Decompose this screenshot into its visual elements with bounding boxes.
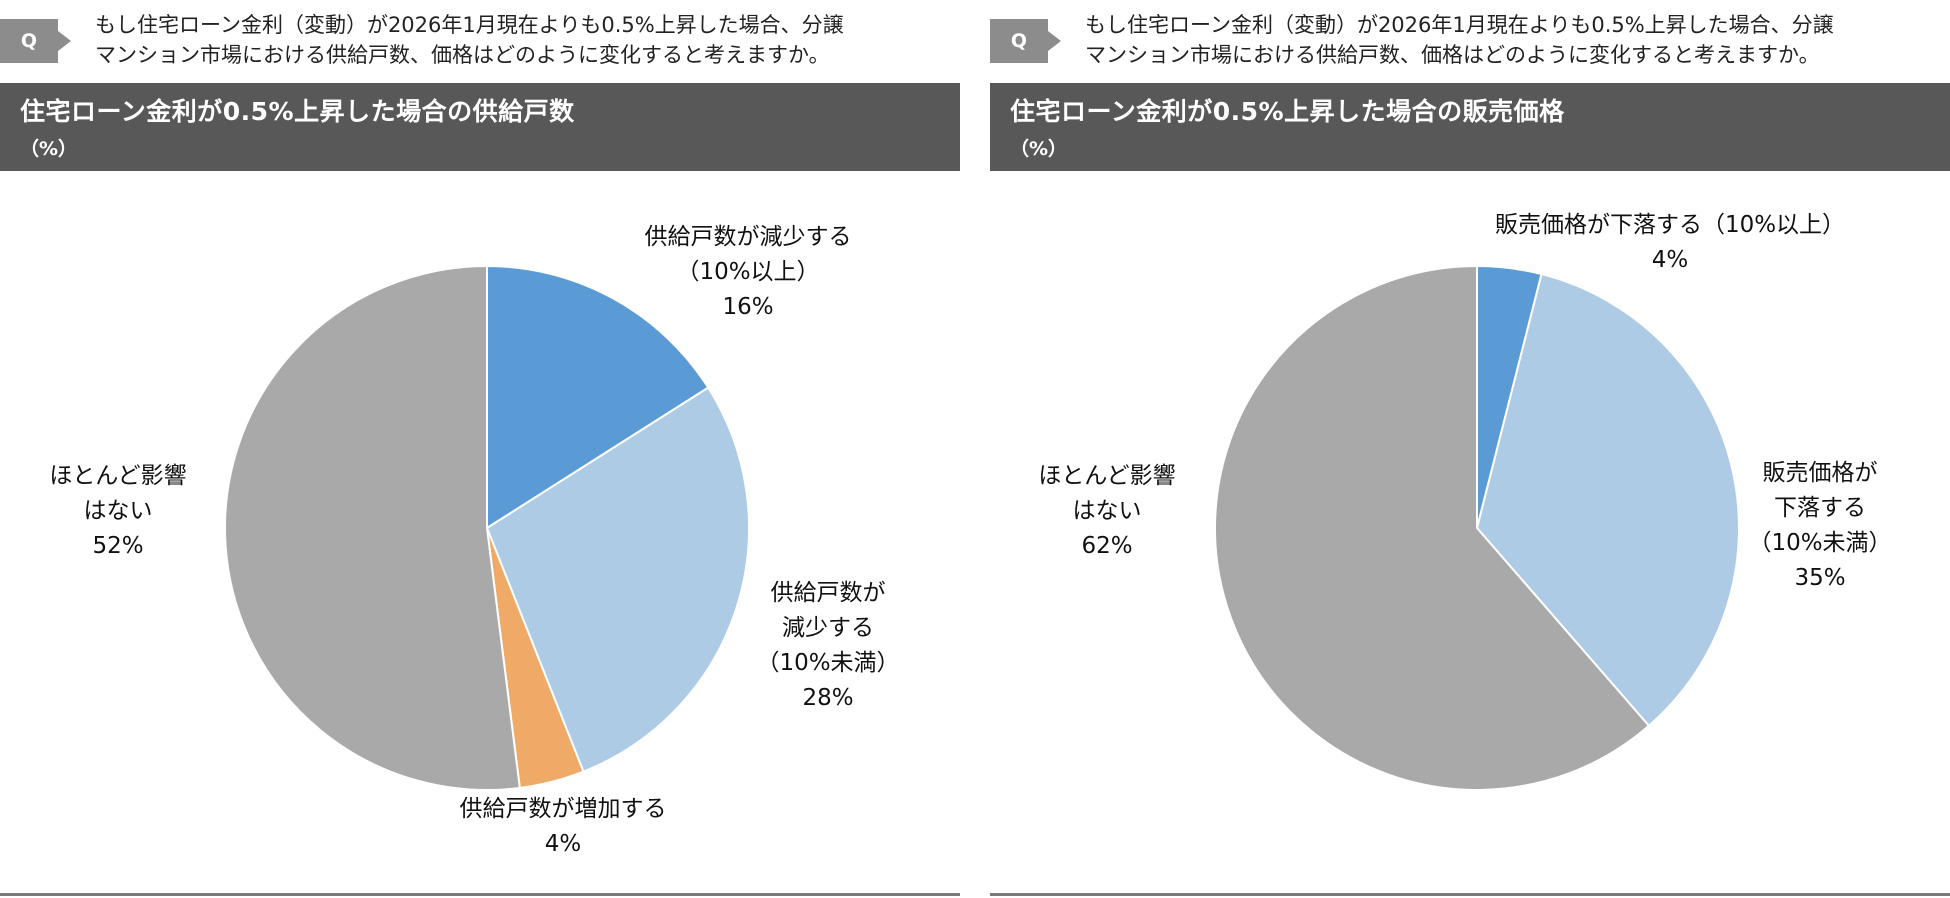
slice-category-label: ほとんど影響: [49, 463, 186, 489]
chart-unit: （%）: [20, 138, 78, 160]
question-badge-label: Q: [990, 19, 1048, 63]
pie-slice: [224, 264, 521, 791]
pie-slice: [1475, 272, 1740, 728]
slice-category-label: 供給戸数が: [771, 580, 886, 606]
slice-value-label: 35%: [1794, 565, 1845, 591]
question-badge: Q: [990, 19, 1061, 63]
bottom-divider: [0, 893, 960, 896]
question-badge-arrow-icon: [58, 31, 71, 51]
slice-value-label: 52%: [92, 533, 143, 559]
slice-label: 供給戸数が増加する 4%: [460, 796, 667, 857]
pie-slice: [485, 386, 750, 773]
slice-category-label: （10%以上）: [676, 259, 819, 285]
slice-category-label: 販売価格が下落する（10%以上）: [1495, 212, 1845, 238]
slice-category-label: はない: [1073, 498, 1142, 524]
slice-category-label: はない: [84, 498, 153, 524]
question-text: もし住宅ローン金利（変動）が2026年1月現在よりも0.5%上昇した場合、分譲 …: [1085, 13, 1834, 67]
chart-title: 住宅ローン金利が0.5%上昇した場合の販売価格: [1010, 97, 1565, 126]
slice-value-label: 62%: [1081, 533, 1132, 559]
slice-category-label: 販売価格が: [1763, 460, 1878, 486]
pie-slice: [486, 264, 710, 530]
slice-label: 販売価格が下落する（10%以上） 4%: [1495, 212, 1845, 273]
chart-title-bar: 住宅ローン金利が0.5%上昇した場合の販売価格 （%）: [990, 83, 1950, 171]
slice-category-label: 供給戸数が増加する: [460, 796, 667, 822]
supply-pie-chart: 供給戸数が減少する（10%以上） 16%供給戸数が減少する（10%未満） 28%供給…: [49, 224, 899, 857]
left-chart-panel: Q もし住宅ローン金利（変動）が2026年1月現在よりも0.5%上昇した場合、分…: [0, 0, 960, 898]
question-badge: Q: [0, 19, 71, 63]
slice-category-label: （10%未満）: [756, 650, 899, 676]
slice-label: 販売価格が下落する （10%未満） 35%: [1748, 460, 1891, 591]
chart-title: 住宅ローン金利が0.5%上昇した場合の供給戸数: [20, 97, 575, 126]
pie-slice: [1214, 264, 1651, 791]
slice-value-label: 28%: [802, 685, 853, 711]
slice-category-label: ほとんど影響: [1038, 463, 1175, 489]
slice-value-label: 4%: [1652, 247, 1689, 273]
slice-category-label: 供給戸数が減少する: [645, 224, 852, 250]
slice-value-label: 4%: [545, 831, 582, 857]
right-chart-panel: Q もし住宅ローン金利（変動）が2026年1月現在よりも0.5%上昇した場合、分…: [990, 0, 1950, 898]
slice-label: 供給戸数が減少する （10%未満） 28%: [756, 580, 899, 711]
slice-category-label: 減少する: [782, 615, 874, 641]
slice-category-label: （10%未満）: [1748, 530, 1891, 556]
slice-value-label: 16%: [722, 294, 773, 320]
chart-title-bar: 住宅ローン金利が0.5%上昇した場合の供給戸数 （%）: [0, 83, 960, 171]
slice-label: ほとんど影響はない 52%: [49, 463, 186, 559]
question-text: もし住宅ローン金利（変動）が2026年1月現在よりも0.5%上昇した場合、分譲 …: [95, 13, 844, 67]
slice-label: 供給戸数が減少する （10%以上） 16%: [645, 224, 852, 320]
slice-label: ほとんど影響はない 62%: [1038, 463, 1175, 559]
bottom-divider: [990, 893, 1950, 896]
question-badge-arrow-icon: [1048, 31, 1061, 51]
chart-unit: （%）: [1010, 138, 1068, 160]
question-badge-label: Q: [0, 19, 58, 63]
price-pie-chart: 販売価格が下落する（10%以上） 4% 販売価格が下落する （10%未満） 35% ほとん…: [1038, 212, 1892, 791]
slice-category-label: 下落する: [1774, 495, 1866, 521]
